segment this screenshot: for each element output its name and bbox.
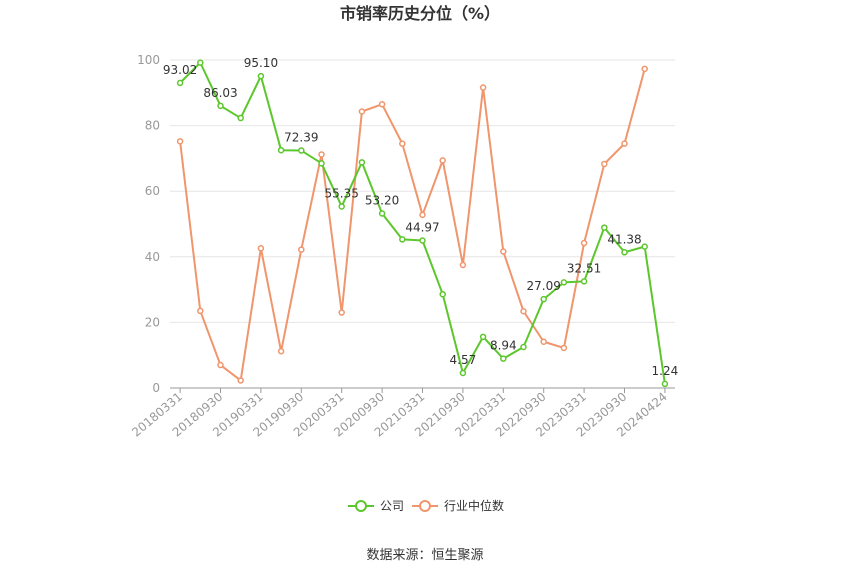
data-point [540,338,547,346]
legend-label: 公司 [380,499,404,513]
data-point [399,140,406,147]
data-point [500,355,507,362]
data-point [378,101,386,108]
data-label: 95.10 [244,56,278,70]
data-label: 8.94 [490,339,517,353]
data-point [277,146,285,154]
data-label: 1.24 [652,364,679,378]
data-point [338,309,345,316]
data-point [378,210,386,217]
data-point [520,343,527,351]
data-label: 41.38 [607,232,641,246]
data-label: 32.51 [567,261,601,275]
y-axis: 0 20 40 60 80 100 [137,53,160,395]
data-label: 44.97 [405,220,439,234]
data-point [479,84,487,91]
y-tick-label: 60 [145,184,160,198]
data-point [540,295,547,303]
data-point [641,65,648,73]
data-point [277,348,285,355]
data-point [621,249,628,256]
series-0 [176,59,669,388]
legend[interactable]: 公司 行业中位数 [348,498,504,513]
data-point [580,278,588,285]
data-point [520,307,527,315]
data-point [459,261,467,269]
data-point [257,245,265,252]
data-point [601,160,608,168]
data-label: 4.57 [450,353,477,367]
y-tick-label: 0 [152,381,160,395]
y-tick-label: 40 [145,250,160,264]
data-label: 27.09 [527,279,561,293]
data-point [217,361,224,369]
data-point [661,380,669,388]
data-point [580,239,588,247]
data-point [257,72,265,80]
x-axis: 2018033120180930201903312019093020200331… [129,387,675,440]
source-note: 数据来源：恒生聚源 [366,548,483,563]
data-point [560,344,568,352]
chart-title: 市销率历史分位（%） [340,4,500,23]
data-point [298,246,305,253]
data-labels: 93.02 86.03 95.10 72.39 55.35 53.20 44.97 4.57 8… [163,56,678,378]
data-point [197,59,204,66]
data-point [338,203,345,210]
data-point [621,140,628,147]
plot-area [176,59,669,388]
data-point [217,102,224,110]
data-point [237,114,244,122]
legend-swatch-marker [355,500,367,512]
data-point [500,248,507,255]
data-point [641,243,648,250]
data-point [601,224,608,231]
data-point [197,307,204,315]
data-point [358,159,366,166]
data-point [439,290,446,298]
data-point [237,377,244,384]
data-point [419,237,426,244]
y-tick-label: 100 [137,53,160,67]
series-line [179,68,646,382]
data-point [439,157,446,164]
data-label: 72.39 [284,131,318,145]
data-label: 55.35 [325,186,359,200]
data-point [176,79,184,87]
data-label: 86.03 [203,86,237,100]
legend-label: 行业中位数 [444,498,504,513]
data-point [399,236,406,243]
y-tick-label: 80 [145,119,160,133]
data-point [560,279,568,286]
data-point [318,160,325,167]
data-label: 93.02 [163,63,197,77]
y-tick-label: 20 [145,315,160,329]
series-1 [176,65,648,384]
data-point [419,211,426,219]
legend-item-0[interactable]: 公司 [348,499,404,513]
data-point [298,147,305,154]
data-label: 53.20 [365,194,399,208]
data-point [459,369,467,377]
data-point [358,108,366,115]
data-point [479,333,487,341]
data-point [176,138,184,145]
legend-swatch-marker [419,500,431,512]
legend-item-1[interactable]: 行业中位数 [412,498,504,513]
data-point [318,151,325,158]
